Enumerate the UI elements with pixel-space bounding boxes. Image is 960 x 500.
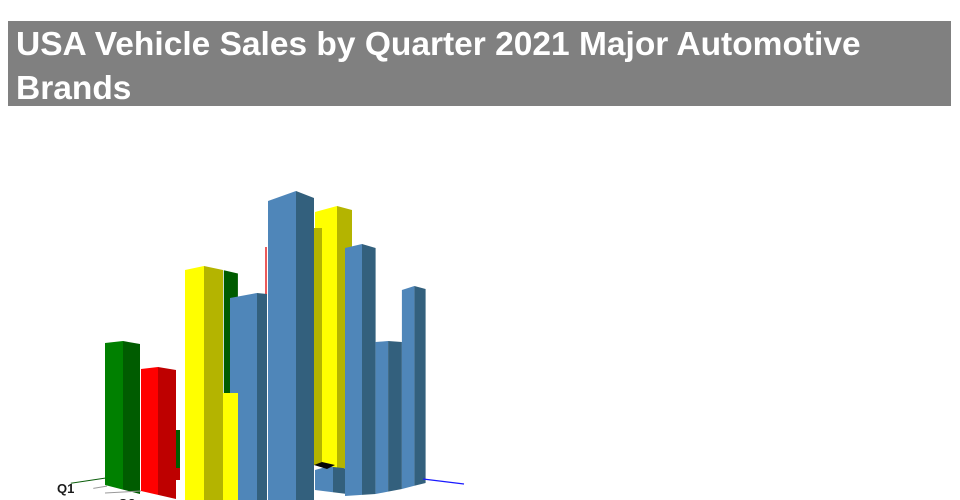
- svg-text:Q1: Q1: [57, 481, 74, 496]
- svg-text:Q2: Q2: [118, 496, 135, 500]
